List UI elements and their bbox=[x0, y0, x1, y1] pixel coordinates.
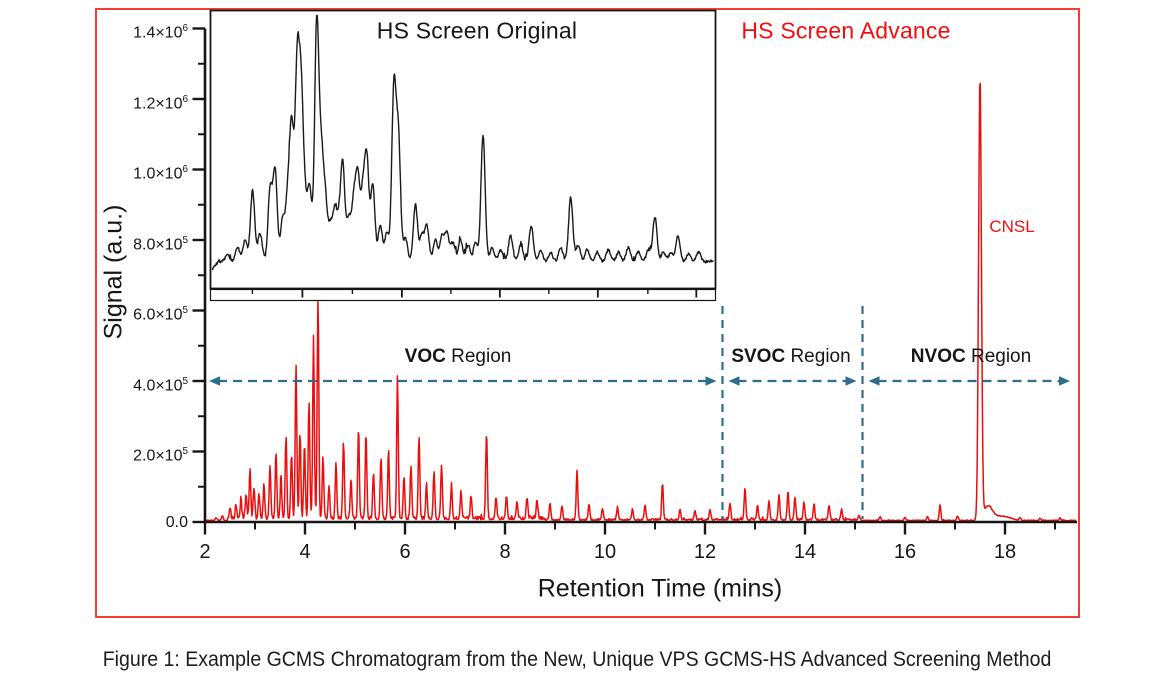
svoc-region-label-rest: Region bbox=[785, 346, 851, 367]
x-tick-label: 4 bbox=[299, 541, 311, 563]
y-tick-label: 8.0×105 bbox=[133, 234, 188, 253]
main-trace bbox=[205, 82, 1077, 522]
region-arrow-head-right bbox=[705, 376, 717, 386]
inset-box bbox=[209, 9, 717, 290]
y-tick-label: 1.4×106 bbox=[133, 23, 188, 42]
nvoc-region-label: NVOC Region bbox=[911, 346, 1031, 368]
voc-region-label-bold: VOC bbox=[404, 346, 446, 367]
y-tick-label: 6.0×105 bbox=[133, 305, 188, 324]
voc-region-label: VOC Region bbox=[405, 346, 512, 368]
x-tick-label: 6 bbox=[399, 541, 411, 563]
y-tick-label: 0.0 bbox=[165, 513, 188, 531]
x-tick-label: 2 bbox=[199, 541, 211, 563]
y-tick-label: 2.0×105 bbox=[133, 446, 188, 465]
x-tick-label: 16 bbox=[893, 541, 917, 563]
region-arrow-head-right bbox=[1059, 376, 1070, 386]
region-arrow-head-right bbox=[845, 376, 857, 386]
main-series-title: HS Screen Advance bbox=[741, 17, 951, 44]
x-tick-label: 8 bbox=[499, 541, 511, 563]
inset-title: HS Screen Original bbox=[376, 17, 578, 44]
figure-caption-text: Figure 1: Example GCMS Chromatogram from… bbox=[103, 648, 1052, 671]
inset-trace bbox=[211, 14, 714, 271]
svoc-region-label: SVOC Region bbox=[731, 346, 850, 368]
x-tick-label: 10 bbox=[593, 541, 617, 563]
y-tick-label: 4.0×105 bbox=[133, 375, 188, 394]
nvoc-region-label-rest: Region bbox=[965, 346, 1032, 367]
x-tick-label: 14 bbox=[793, 541, 817, 563]
y-axis-title: Signal (a.u.) bbox=[99, 204, 128, 340]
svoc-region-label-bold: SVOC bbox=[731, 346, 786, 367]
figure-border bbox=[95, 8, 1080, 618]
figure-caption: Figure 1: Example GCMS Chromatogram from… bbox=[0, 648, 1155, 672]
voc-region-label-rest: Region bbox=[445, 346, 512, 367]
region-arrow-head-left bbox=[868, 376, 880, 386]
x-axis-title: Retention Time (mins) bbox=[537, 574, 783, 603]
region-arrow-head-left bbox=[728, 376, 740, 386]
y-tick-label: 1.0×106 bbox=[133, 164, 188, 183]
region-arrow-head-left bbox=[209, 376, 220, 386]
x-tick-label: 18 bbox=[993, 541, 1017, 563]
nvoc-region-label-bold: NVOC bbox=[910, 346, 966, 367]
y-tick-label: 1.2×106 bbox=[133, 93, 188, 112]
cnsl-peak-label: CNSL bbox=[989, 217, 1035, 236]
inset-axis-strip bbox=[209, 288, 717, 302]
x-tick-label: 12 bbox=[693, 541, 717, 563]
